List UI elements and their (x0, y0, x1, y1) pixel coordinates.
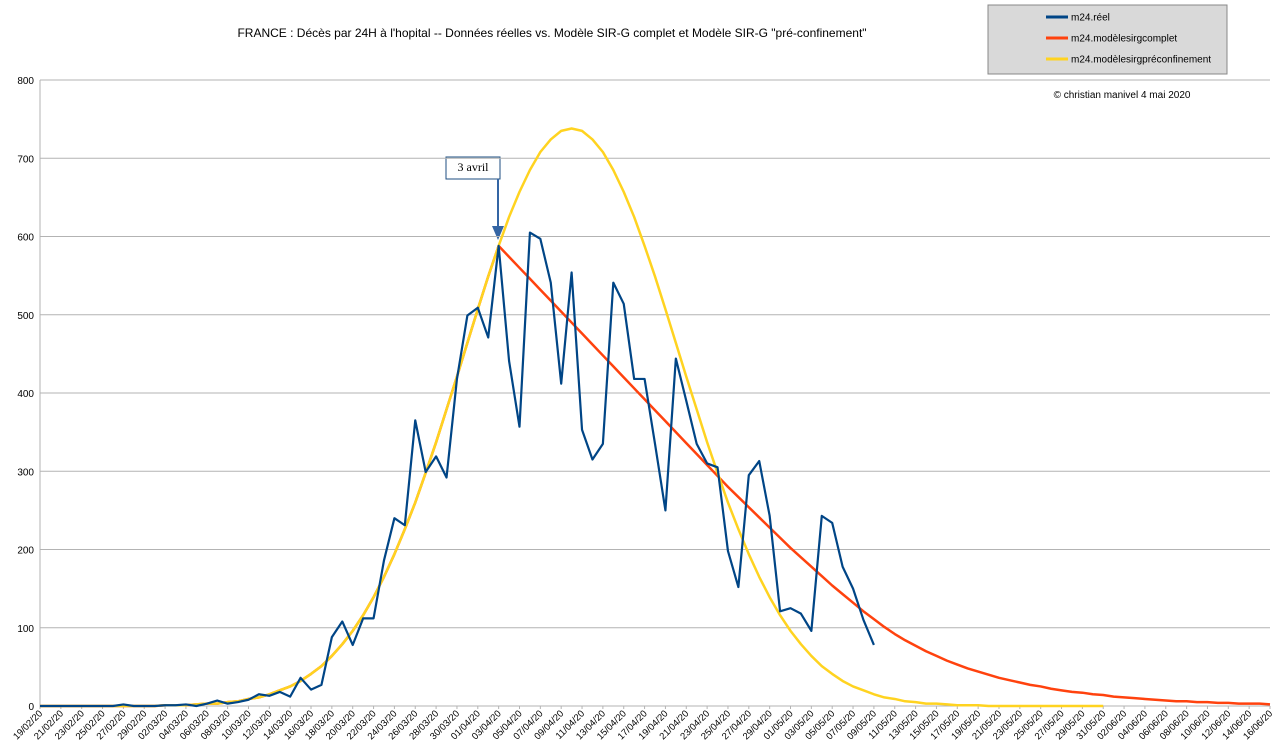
series-line (40, 127, 1104, 708)
y-tick-label: 200 (17, 546, 34, 557)
copyright: © christian manivel 4 mai 2020 (1054, 90, 1191, 101)
y-tick-label: 700 (17, 154, 34, 165)
chart-title: FRANCE : Décès par 24H à l'hopital -- Do… (237, 26, 866, 40)
y-tick-label: 800 (17, 76, 34, 87)
annotation: 3 avril (445, 156, 504, 240)
legend-label: m24.modèlesirgcomplet (1071, 34, 1177, 45)
legend: m24.réel m24.modèlesirgcomplet m24.modèles… (987, 4, 1228, 75)
y-tick-label: 100 (17, 624, 34, 635)
y-tick-label: 0 (28, 702, 34, 713)
legend-label: m24.réel (1071, 13, 1110, 24)
legend-label: m24.modèlesirgpréconfinement (1071, 55, 1211, 66)
annotation-arrowhead (492, 226, 504, 240)
series-line (40, 231, 875, 708)
annotation-box (445, 156, 501, 180)
y-tick-label: 500 (17, 311, 34, 322)
legend-box (987, 4, 1228, 75)
y-tick-label: 600 (17, 233, 34, 244)
y-tick-label: 400 (17, 389, 34, 400)
annotation-text: 3 avril (458, 160, 490, 174)
y-tick-label: 300 (17, 467, 34, 478)
